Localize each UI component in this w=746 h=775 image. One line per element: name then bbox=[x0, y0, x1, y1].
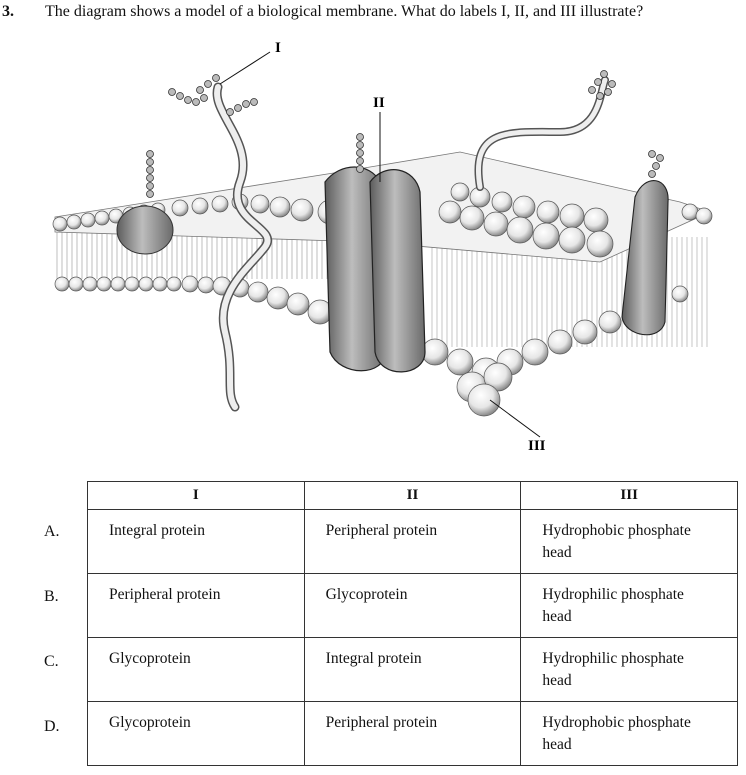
label-i-line bbox=[219, 51, 271, 85]
cell-b-iii: Hydrophilic phosphate head bbox=[520, 573, 738, 638]
left-protein bbox=[116, 205, 174, 255]
cell-d-iii: Hydrophobic phosphate head bbox=[520, 701, 738, 766]
option-a-letter[interactable]: A. bbox=[44, 523, 60, 540]
cell-a-ii: Peripheral protein bbox=[303, 509, 522, 574]
right-carbohydrates bbox=[588, 70, 616, 100]
cell-b-i: Peripheral protein bbox=[87, 573, 305, 638]
option-b-letter[interactable]: B. bbox=[44, 588, 59, 605]
cell-c-ii: Integral protein bbox=[303, 637, 522, 702]
answer-table: I II III Integral protein Peripheral pro… bbox=[87, 481, 738, 766]
left-carbohydrate-chain bbox=[146, 150, 154, 198]
strand-carbohydrates bbox=[168, 74, 258, 116]
right-protein bbox=[621, 180, 669, 336]
label-iii: III bbox=[528, 438, 546, 454]
cell-d-i: Glycoprotein bbox=[87, 701, 305, 766]
option-c-letter[interactable]: C. bbox=[44, 653, 59, 670]
cell-a-iii: Hydrophobic phosphate head bbox=[520, 509, 738, 574]
label-i: I bbox=[275, 40, 281, 56]
question-text: The diagram shows a model of a biologica… bbox=[45, 3, 644, 20]
membrane-diagram: I II III bbox=[52, 40, 713, 454]
phospholipid-heads-top bbox=[52, 182, 713, 258]
cell-a-i: Integral protein bbox=[87, 509, 305, 574]
header-i: I bbox=[87, 481, 305, 510]
header-ii: II bbox=[303, 481, 522, 510]
label-iii-line bbox=[489, 399, 541, 438]
table-row: Glycoprotein Integral protein Hydrophili… bbox=[87, 637, 738, 702]
table-row: Integral protein Peripheral protein Hydr… bbox=[87, 509, 738, 574]
table-header-row: I II III bbox=[87, 481, 738, 510]
table-row: Peripheral protein Glycoprotein Hydrophi… bbox=[87, 573, 738, 638]
cell-c-iii: Hydrophilic phosphate head bbox=[520, 637, 738, 702]
header-iii: III bbox=[520, 481, 738, 510]
protein-carbohydrate-chain bbox=[356, 133, 364, 173]
label-ii: II bbox=[373, 95, 385, 111]
cell-d-ii: Peripheral protein bbox=[303, 701, 522, 766]
question-number: 3. bbox=[2, 3, 14, 20]
table-row: Glycoprotein Peripheral protein Hydropho… bbox=[87, 701, 738, 766]
cell-c-i: Glycoprotein bbox=[87, 637, 305, 702]
right-protein-carbohydrates bbox=[648, 150, 664, 178]
option-d-letter[interactable]: D. bbox=[44, 718, 60, 735]
cell-b-ii: Glycoprotein bbox=[303, 573, 522, 638]
